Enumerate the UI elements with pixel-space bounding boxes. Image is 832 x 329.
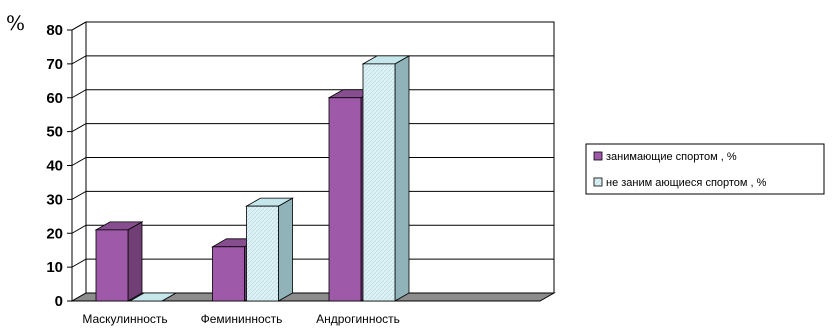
y-tick-label: 70 <box>46 56 63 73</box>
bar <box>244 197 295 302</box>
y-axis-unit-label: % <box>6 11 25 35</box>
x-category-label: Маскулинность <box>82 312 167 326</box>
bar <box>128 292 178 302</box>
x-category-label: Фемининность <box>201 312 283 326</box>
x-axis-categories: Маскулинность Фемининность Андрогинность <box>82 312 400 326</box>
legend: занимающие спортом , % не заним ающиеся … <box>585 143 825 195</box>
legend-swatch-series-2 <box>593 177 603 187</box>
bar-front <box>362 63 396 302</box>
bars <box>94 55 411 302</box>
y-tick-label: 0 <box>55 293 63 310</box>
y-tick-label: 40 <box>46 158 63 175</box>
bar-front <box>328 97 362 302</box>
y-tick-label: 10 <box>46 259 63 276</box>
bar-front <box>246 205 279 302</box>
bar-side <box>394 55 410 302</box>
bar-top <box>128 292 178 302</box>
x-category-label: Андрогинность <box>316 312 400 326</box>
legend-swatch-series-1 <box>593 151 603 161</box>
gridline <box>71 21 554 31</box>
y-tick-label: 80 <box>46 22 63 39</box>
y-tick-label: 30 <box>46 191 63 208</box>
legend-label-series-2: не заним ающиеся спортом , % <box>606 177 767 189</box>
bar-front <box>212 246 245 302</box>
bar-side <box>278 197 293 302</box>
bar <box>361 55 411 302</box>
bar <box>94 221 144 302</box>
y-tick-label: 50 <box>46 124 63 141</box>
legend-box <box>585 143 825 195</box>
y-axis-ticks: 0 10 20 30 40 50 60 70 80 <box>46 22 72 310</box>
y-tick-label: 20 <box>46 225 63 242</box>
legend-label-series-1: занимающие спортом , % <box>606 151 737 163</box>
bar-front <box>95 229 129 302</box>
y-tick-label: 60 <box>46 90 63 107</box>
bar-side <box>127 221 143 302</box>
